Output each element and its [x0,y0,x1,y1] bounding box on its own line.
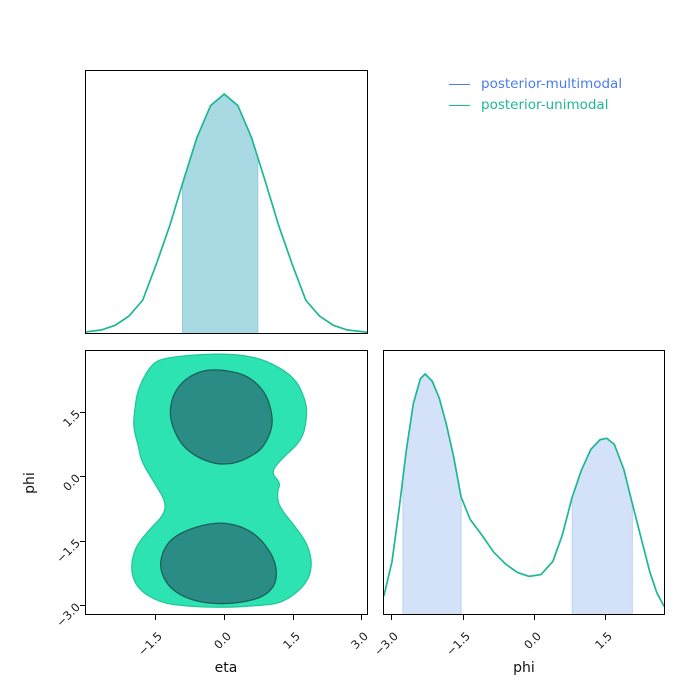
x-axis-label-phi: phi [513,660,535,676]
x-tick-label: 1.5 [279,629,303,652]
contour-inner-top [169,369,273,465]
kde-curve [384,373,664,607]
tick-mark [80,412,85,414]
tick-mark [80,605,85,607]
legend-line-sample [449,84,470,85]
legend-line-sample [449,105,470,106]
tick-mark [391,615,393,620]
x-tick-label: −1.5 [442,629,473,659]
legend-label: posterior-multimodal [481,76,623,92]
kde-curve [86,93,367,333]
legend-entry-posterior-unimodal: posterior-unimodal [449,97,622,114]
y-axis-label-phi: phi [22,472,38,494]
legend-label: posterior-unimodal [481,97,609,113]
joint-contour-plot [131,353,312,608]
phi-marginal-panel [383,350,665,615]
x-tick-label: 1.5 [592,629,616,652]
eta-marginal-panel [85,70,368,334]
hdi-shaded-region [182,94,258,333]
legend-entry-posterior-multimodal: posterior-multimodal [449,76,622,93]
eta-phi-joint-panel [85,350,368,615]
tick-mark [292,615,294,620]
tick-mark [361,615,363,620]
contour-inner-bottom [160,522,277,605]
y-tick-label: −1.5 [53,535,83,566]
x-tick-label: −1.5 [135,629,166,659]
y-tick-label: 1.5 [60,407,83,431]
tick-mark [155,615,157,620]
x-axis-label-eta: eta [214,660,238,676]
y-tick-label: 0.0 [60,471,83,495]
eta-kde-plot [86,93,367,333]
tick-mark [80,476,85,478]
y-tick-label: −3.0 [53,600,83,630]
tick-mark [80,540,85,542]
tick-mark [534,615,535,620]
legend: posterior-multimodal posterior-unimodal [449,76,622,114]
phi-kde-plot [384,373,664,614]
tick-mark [462,615,464,620]
tick-mark [605,615,607,620]
hdi-shaded-region [402,373,462,614]
tick-mark [223,615,225,620]
hdi-shaded-region [572,438,633,614]
